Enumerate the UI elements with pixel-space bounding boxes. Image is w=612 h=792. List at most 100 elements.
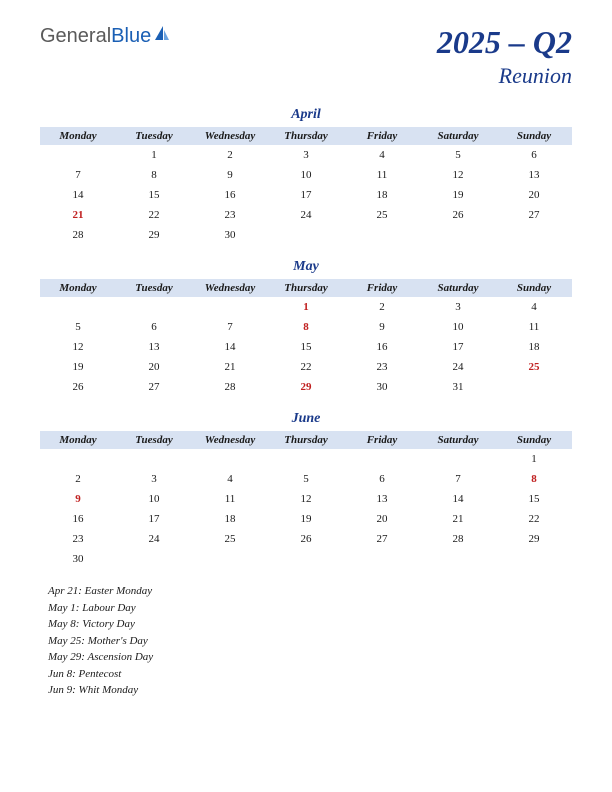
weekday-header: Thursday [268,431,344,449]
calendar-cell: 3 [420,297,496,317]
calendar-cell: 21 [420,509,496,529]
weekday-header: Saturday [420,127,496,145]
weekday-header: Wednesday [192,431,268,449]
calendar-row: 23242526272829 [40,529,572,549]
holiday-item: May 25: Mother's Day [48,633,572,650]
holidays-list: Apr 21: Easter MondayMay 1: Labour DayMa… [40,583,572,699]
calendar-cell: 29 [496,529,572,549]
calendar-row: 9101112131415 [40,489,572,509]
holiday-item: Jun 8: Pentecost [48,666,572,683]
calendar-cell [192,549,268,569]
calendar-cell [116,549,192,569]
holiday-item: May 29: Ascension Day [48,649,572,666]
calendar-cell [268,549,344,569]
calendar-row: 78910111213 [40,165,572,185]
calendar-cell: 14 [420,489,496,509]
weekday-header: Tuesday [116,127,192,145]
calendar-cell: 29 [268,377,344,397]
calendar-row: 12131415161718 [40,337,572,357]
calendar-cell: 4 [192,469,268,489]
calendar-cell [344,449,420,469]
calendar-cell: 6 [116,317,192,337]
calendar-cell: 5 [268,469,344,489]
calendar-cell: 27 [344,529,420,549]
calendar-cell: 30 [40,549,116,569]
calendar-cell: 19 [420,185,496,205]
calendar-cell [420,225,496,245]
calendar-cell: 8 [268,317,344,337]
calendar-cell: 24 [116,529,192,549]
calendar-cell: 18 [192,509,268,529]
calendar-cell: 12 [40,337,116,357]
logo-text-blue: Blue [111,25,151,48]
weekday-header: Friday [344,127,420,145]
calendar-cell: 22 [268,357,344,377]
holiday-item: May 1: Labour Day [48,600,572,617]
calendar-cell: 28 [420,529,496,549]
calendar-table: MondayTuesdayWednesdayThursdayFridaySatu… [40,431,572,569]
region-title: Reunion [437,63,572,89]
calendar-cell: 15 [496,489,572,509]
calendar-cell: 4 [496,297,572,317]
weekday-header: Thursday [268,279,344,297]
calendar-cell: 9 [192,165,268,185]
calendar-cell [496,377,572,397]
calendar-cell: 12 [420,165,496,185]
calendar-row: 262728293031 [40,377,572,397]
calendar-cell: 11 [344,165,420,185]
calendar-cell: 9 [344,317,420,337]
calendar-cell [192,449,268,469]
calendar-cell: 9 [40,489,116,509]
calendar-row: 567891011 [40,317,572,337]
calendar-cell: 13 [344,489,420,509]
calendar-cell: 16 [344,337,420,357]
calendar-cell: 27 [116,377,192,397]
calendar-cell: 28 [40,225,116,245]
calendar-row: 282930 [40,225,572,245]
weekday-header: Sunday [496,431,572,449]
calendar-cell: 15 [116,185,192,205]
calendar-cell: 26 [420,205,496,225]
calendar-cell: 7 [420,469,496,489]
calendar-cell [40,145,116,165]
calendar-cell: 26 [268,529,344,549]
calendar-cell: 17 [116,509,192,529]
calendar-cell: 5 [40,317,116,337]
calendar-cell: 30 [192,225,268,245]
month-block: AprilMondayTuesdayWednesdayThursdayFrida… [40,107,572,245]
calendar-cell: 24 [268,205,344,225]
calendar-cell: 16 [192,185,268,205]
calendar-cell: 30 [344,377,420,397]
calendar-cell: 21 [40,205,116,225]
calendar-cell: 25 [192,529,268,549]
calendar-cell: 13 [116,337,192,357]
logo-sail-icon [153,24,171,48]
calendar-cell: 3 [116,469,192,489]
weekday-header: Friday [344,279,420,297]
calendar-cell: 18 [496,337,572,357]
logo: GeneralBlue [40,24,171,48]
calendar-cell: 22 [496,509,572,529]
calendar-row: 30 [40,549,572,569]
calendar-cell [496,549,572,569]
calendar-cell: 24 [420,357,496,377]
calendar-cell: 10 [268,165,344,185]
calendar-cell: 20 [496,185,572,205]
calendar-cell: 21 [192,357,268,377]
calendar-cell [116,449,192,469]
calendar-cell: 2 [192,145,268,165]
calendar-cell: 20 [116,357,192,377]
calendar-cell: 3 [268,145,344,165]
calendar-cell: 10 [420,317,496,337]
weekday-header: Monday [40,279,116,297]
calendar-table: MondayTuesdayWednesdayThursdayFridaySatu… [40,127,572,245]
quarter-title: 2025 – Q2 [437,24,572,61]
calendar-cell: 2 [344,297,420,317]
calendar-cell: 28 [192,377,268,397]
weekday-header: Tuesday [116,279,192,297]
calendar-cell: 11 [496,317,572,337]
calendar-cell [40,449,116,469]
title-block: 2025 – Q2 Reunion [437,24,572,89]
header: GeneralBlue 2025 – Q2 Reunion [40,24,572,89]
month-block: MayMondayTuesdayWednesdayThursdayFridayS… [40,259,572,397]
